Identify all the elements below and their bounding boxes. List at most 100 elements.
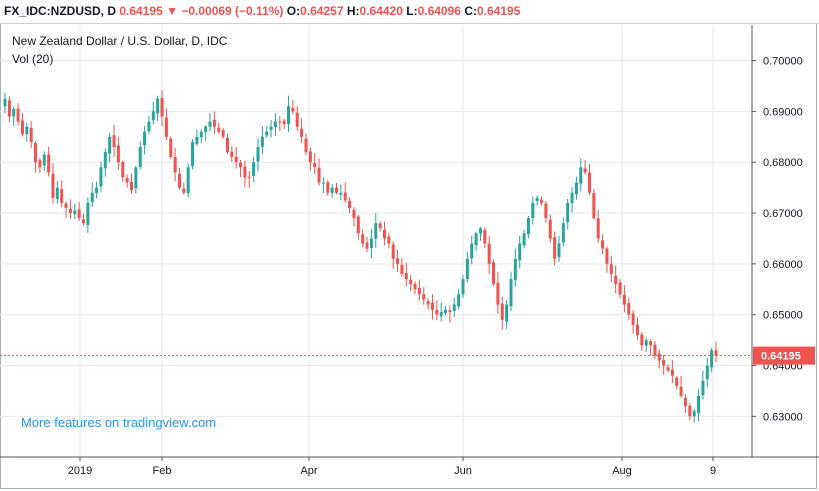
candle-body[interactable]: [396, 258, 400, 264]
candle-body[interactable]: [160, 97, 164, 117]
candle-body[interactable]: [55, 187, 59, 199]
candle-body[interactable]: [38, 160, 42, 168]
candle-body[interactable]: [16, 108, 20, 122]
candle-body[interactable]: [164, 117, 168, 137]
candle-body[interactable]: [710, 350, 714, 368]
candle-body[interactable]: [500, 303, 504, 320]
candle-body[interactable]: [657, 353, 661, 361]
candle-body[interactable]: [182, 188, 186, 193]
candle-body[interactable]: [51, 173, 55, 198]
candle-body[interactable]: [199, 131, 203, 138]
candle-body[interactable]: [509, 279, 513, 307]
candle-body[interactable]: [64, 203, 68, 208]
candle-body[interactable]: [474, 233, 478, 246]
candle-body[interactable]: [605, 248, 609, 264]
candle-body[interactable]: [492, 262, 496, 285]
candle-body[interactable]: [566, 202, 570, 223]
candle-body[interactable]: [444, 309, 448, 314]
candle-body[interactable]: [273, 121, 277, 128]
candle-body[interactable]: [234, 156, 238, 163]
candle-body[interactable]: [404, 273, 408, 280]
candle-body[interactable]: [422, 294, 426, 300]
candle-body[interactable]: [77, 209, 81, 219]
candle-body[interactable]: [526, 218, 530, 235]
candle-body[interactable]: [465, 258, 469, 280]
candle-body[interactable]: [635, 324, 639, 336]
candle-body[interactable]: [413, 283, 417, 290]
candle-body[interactable]: [666, 367, 670, 371]
candle-body[interactable]: [47, 154, 51, 173]
candle-body[interactable]: [177, 173, 181, 188]
candle-body[interactable]: [129, 181, 133, 191]
candle-body[interactable]: [478, 228, 482, 234]
candle-body[interactable]: [29, 128, 33, 142]
promo-link[interactable]: More features on tradingview.com: [21, 415, 217, 430]
candle-body[interactable]: [417, 287, 421, 295]
candle-body[interactable]: [496, 282, 500, 305]
candle-body[interactable]: [339, 192, 343, 195]
candle-body[interactable]: [352, 209, 356, 219]
candle-body[interactable]: [675, 377, 679, 386]
candle-body[interactable]: [82, 219, 86, 224]
candle-body[interactable]: [269, 126, 273, 130]
candle-body[interactable]: [557, 243, 561, 258]
candle-body[interactable]: [400, 264, 404, 275]
candle-body[interactable]: [430, 302, 434, 310]
candle-body[interactable]: [204, 126, 208, 133]
candle-body[interactable]: [151, 111, 155, 121]
candle-body[interactable]: [25, 126, 29, 135]
candle-body[interactable]: [225, 138, 229, 153]
candle-body[interactable]: [531, 202, 535, 219]
candle-body[interactable]: [86, 202, 90, 226]
candle-body[interactable]: [505, 304, 509, 322]
candle-body[interactable]: [518, 243, 522, 261]
candle-body[interactable]: [701, 380, 705, 396]
candle-body[interactable]: [670, 369, 674, 376]
candle-body[interactable]: [212, 119, 216, 127]
candle-body[interactable]: [714, 350, 718, 356]
candle-body[interactable]: [579, 167, 583, 184]
candle-body[interactable]: [304, 138, 308, 153]
candle-body[interactable]: [278, 121, 282, 123]
symbol-name[interactable]: FX_IDC:NZDUSD, D: [4, 4, 117, 18]
candle-body[interactable]: [90, 192, 94, 203]
candle-body[interactable]: [108, 136, 112, 154]
time-axis[interactable]: 2019 Feb Apr Jun Aug 9: [0, 456, 819, 477]
candle-body[interactable]: [640, 334, 644, 346]
candle-body[interactable]: [247, 176, 251, 178]
candle-body[interactable]: [300, 128, 304, 137]
candle-body[interactable]: [544, 203, 548, 219]
candle-body[interactable]: [705, 365, 709, 380]
candle-body[interactable]: [243, 166, 247, 178]
candle-body[interactable]: [649, 341, 653, 346]
candle-body[interactable]: [343, 192, 347, 201]
candle-body[interactable]: [548, 219, 552, 239]
candle-body[interactable]: [326, 182, 330, 193]
candle-body[interactable]: [208, 121, 212, 127]
candle-body[interactable]: [679, 386, 683, 397]
candle-body[interactable]: [173, 156, 177, 173]
candle-body[interactable]: [335, 187, 339, 193]
candle-body[interactable]: [631, 313, 635, 325]
candle-body[interactable]: [513, 258, 517, 280]
candle-body[interactable]: [439, 312, 443, 317]
candle-body[interactable]: [60, 189, 64, 203]
candle-body[interactable]: [230, 151, 234, 158]
candle-body[interactable]: [692, 411, 696, 417]
candle-body[interactable]: [457, 294, 461, 307]
candle-body[interactable]: [221, 130, 225, 137]
candle-body[interactable]: [614, 275, 618, 285]
candle-body[interactable]: [435, 309, 439, 315]
candle-body[interactable]: [583, 168, 587, 173]
candle-body[interactable]: [592, 193, 596, 219]
candle-body[interactable]: [688, 405, 692, 417]
candle-body[interactable]: [73, 210, 77, 215]
candle-body[interactable]: [156, 98, 160, 114]
candle-body[interactable]: [217, 127, 221, 132]
candle-body[interactable]: [3, 98, 7, 107]
candle-body[interactable]: [256, 146, 260, 162]
candle-body[interactable]: [487, 243, 491, 264]
candle-body[interactable]: [12, 108, 16, 117]
candle-body[interactable]: [7, 100, 11, 117]
